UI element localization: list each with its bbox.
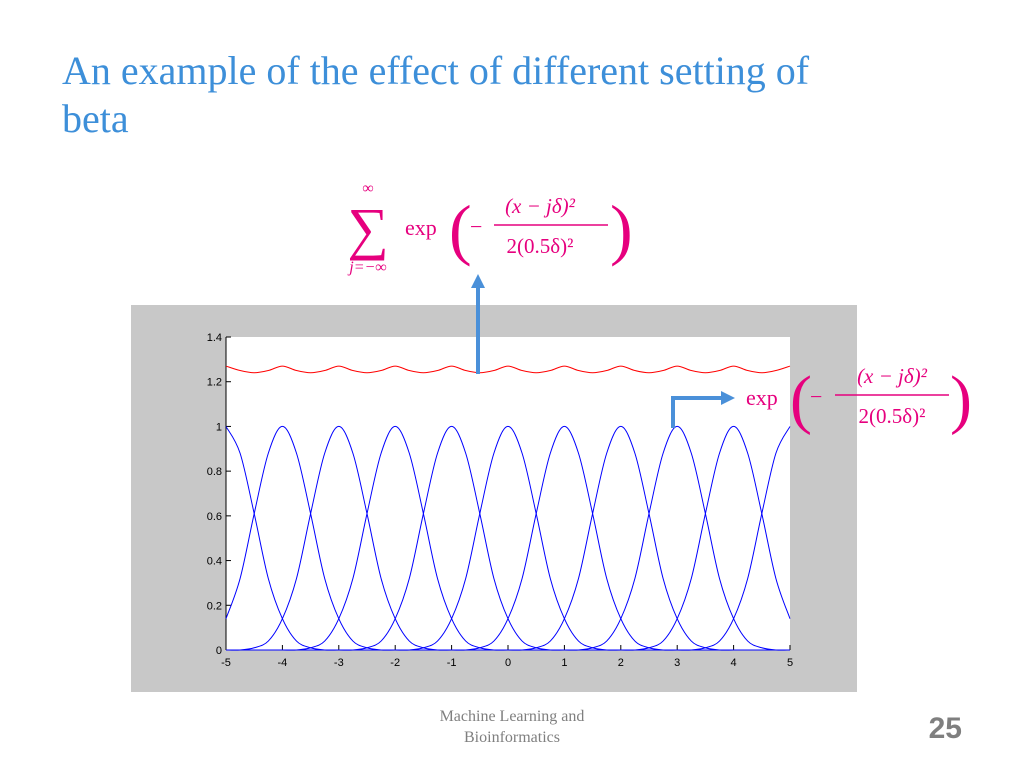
arrow [671, 396, 722, 428]
x-tick-label: -5 [221, 657, 231, 669]
paren: ) [610, 191, 633, 267]
arrowhead [471, 274, 485, 288]
y-tick-label: 1.4 [207, 332, 222, 344]
arrows [471, 274, 735, 428]
sum-formula: ∞ ∑ j=−∞ exp ( − (x − jδ)² 2(0.5δ)² ) [347, 180, 632, 276]
y-tick-label: 0 [216, 645, 222, 657]
paren: ( [790, 363, 812, 436]
arrowhead [721, 391, 735, 405]
paren: ( [449, 191, 472, 267]
x-tick-label: -3 [334, 657, 344, 669]
func: exp [405, 215, 437, 240]
x-tick-label: 1 [561, 657, 567, 669]
x-tick-label: -4 [278, 657, 288, 669]
x-tick-label: 3 [674, 657, 680, 669]
x-tick-label: 4 [731, 657, 737, 669]
numerator: (x − jδ)² [505, 194, 576, 218]
x-tick-label: -2 [390, 657, 400, 669]
y-tick-label: 0.2 [207, 600, 222, 612]
line [225, 426, 791, 651]
func: exp [746, 385, 778, 410]
kernel-formula: exp ( − (x − jδ)² 2(0.5δ)² ) [746, 363, 972, 436]
footer-box: Machine Learning and Bioinformatics [439, 708, 585, 746]
line [225, 365, 791, 374]
sum-symbol: ∑ [347, 196, 388, 261]
x-tick-label: 0 [505, 657, 511, 669]
y-tick-label: 0.4 [207, 556, 222, 568]
title-line: An example of the effect of different se… [62, 48, 810, 141]
minus: − [810, 384, 822, 409]
plot-area [226, 337, 790, 650]
y-tick-label: 1 [216, 421, 222, 433]
x-tick-label: 2 [618, 657, 624, 669]
y-tick-label: 1.2 [207, 377, 222, 389]
chart: 0 0.2 0.4 0.6 0.8 1 1.2 1.4 -5 -4 -3 -2 -1 0 1 2 3 4 5 [207, 332, 793, 669]
denominator: 2(0.5δ)² [507, 234, 574, 258]
numerator: (x − jδ)² [857, 364, 928, 388]
sum-upper: ∞ [362, 180, 373, 197]
y-tick-label: 0.8 [207, 466, 222, 478]
y-tick-label: 0.6 [207, 511, 222, 523]
x-tick-label: -1 [447, 657, 457, 669]
paren: ) [950, 363, 972, 436]
denominator: 2(0.5δ)² [859, 404, 926, 428]
x-tick-label: 5 [787, 657, 793, 669]
page-number: 25 [929, 712, 962, 745]
sum-lower: j=−∞ [347, 259, 386, 276]
minus: − [470, 214, 482, 239]
footer: Machine Learning and Bioinformatics [439, 708, 585, 746]
